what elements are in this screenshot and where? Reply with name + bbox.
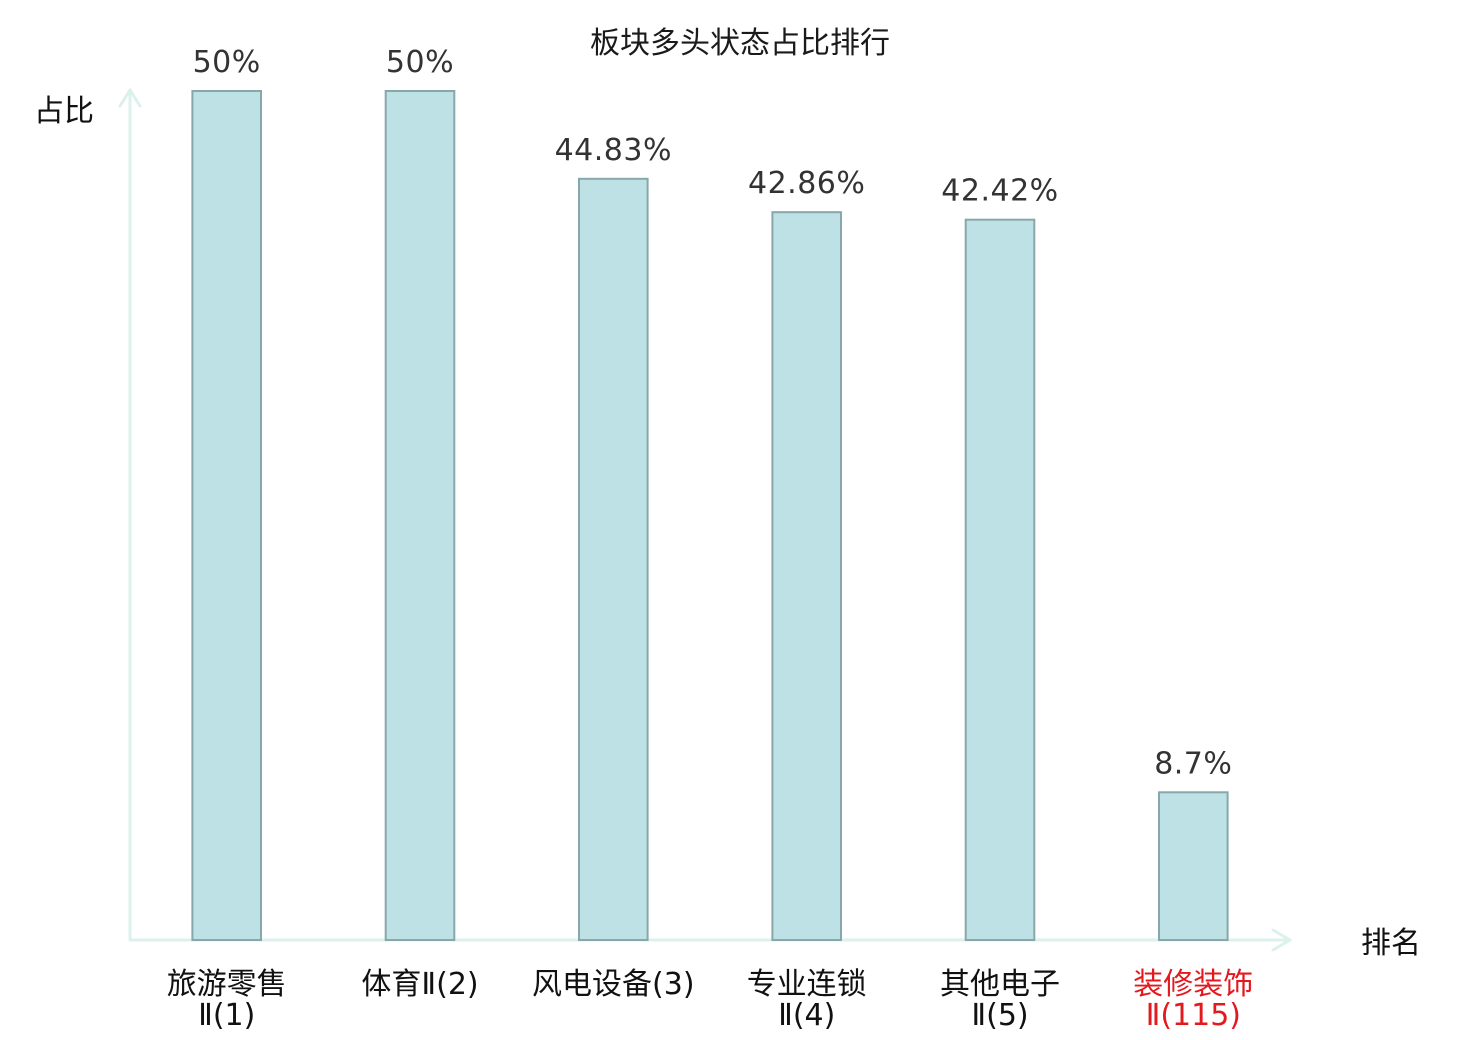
data-label-4: 42.86% — [748, 166, 865, 201]
data-labels-group: 50% 50% 44.83% 42.86% 42.42% 8.7% — [193, 45, 1232, 781]
bar-2 — [384, 90, 456, 941]
bar-3 — [578, 177, 649, 942]
axes — [118, 88, 1292, 952]
x-tick-label-5: 其他电子 Ⅱ(5) — [940, 967, 1060, 1033]
y-axis-arrow — [118, 88, 142, 108]
x-tick-label-3: 风电设备(3) — [532, 967, 695, 1002]
x-tick-label-1: 旅游零售 Ⅱ(1) — [167, 967, 287, 1033]
x-tick-labels-group: 旅游零售 Ⅱ(1) 体育Ⅱ(2) 风电设备(3) 专业连锁 Ⅱ(4) 其他电子 Ⅱ(5) 装修装… — [167, 967, 1254, 1033]
chart-title: 板块多头状态占比排行 — [590, 26, 890, 61]
bar-6 — [1158, 791, 1229, 941]
data-label-3: 44.83% — [555, 133, 672, 168]
bar-4 — [771, 211, 843, 941]
data-label-6: 8.7% — [1154, 746, 1232, 781]
data-label-5: 42.42% — [941, 174, 1058, 209]
bar-1 — [191, 90, 262, 941]
x-tick-label-2: 体育Ⅱ(2) — [361, 967, 478, 1002]
bar-5 — [964, 218, 1036, 941]
bars-group — [191, 90, 1229, 942]
x-tick-label-4: 专业连锁 Ⅱ(4) — [747, 967, 867, 1033]
y-axis-label: 占比 — [34, 94, 94, 129]
data-label-2: 50% — [386, 45, 454, 80]
data-label-1: 50% — [193, 45, 261, 80]
x-axis-label: 排名 — [1361, 926, 1421, 961]
x-axis-arrow — [1271, 928, 1292, 952]
x-tick-label-6: 装修装饰 Ⅱ(115) — [1133, 967, 1253, 1033]
